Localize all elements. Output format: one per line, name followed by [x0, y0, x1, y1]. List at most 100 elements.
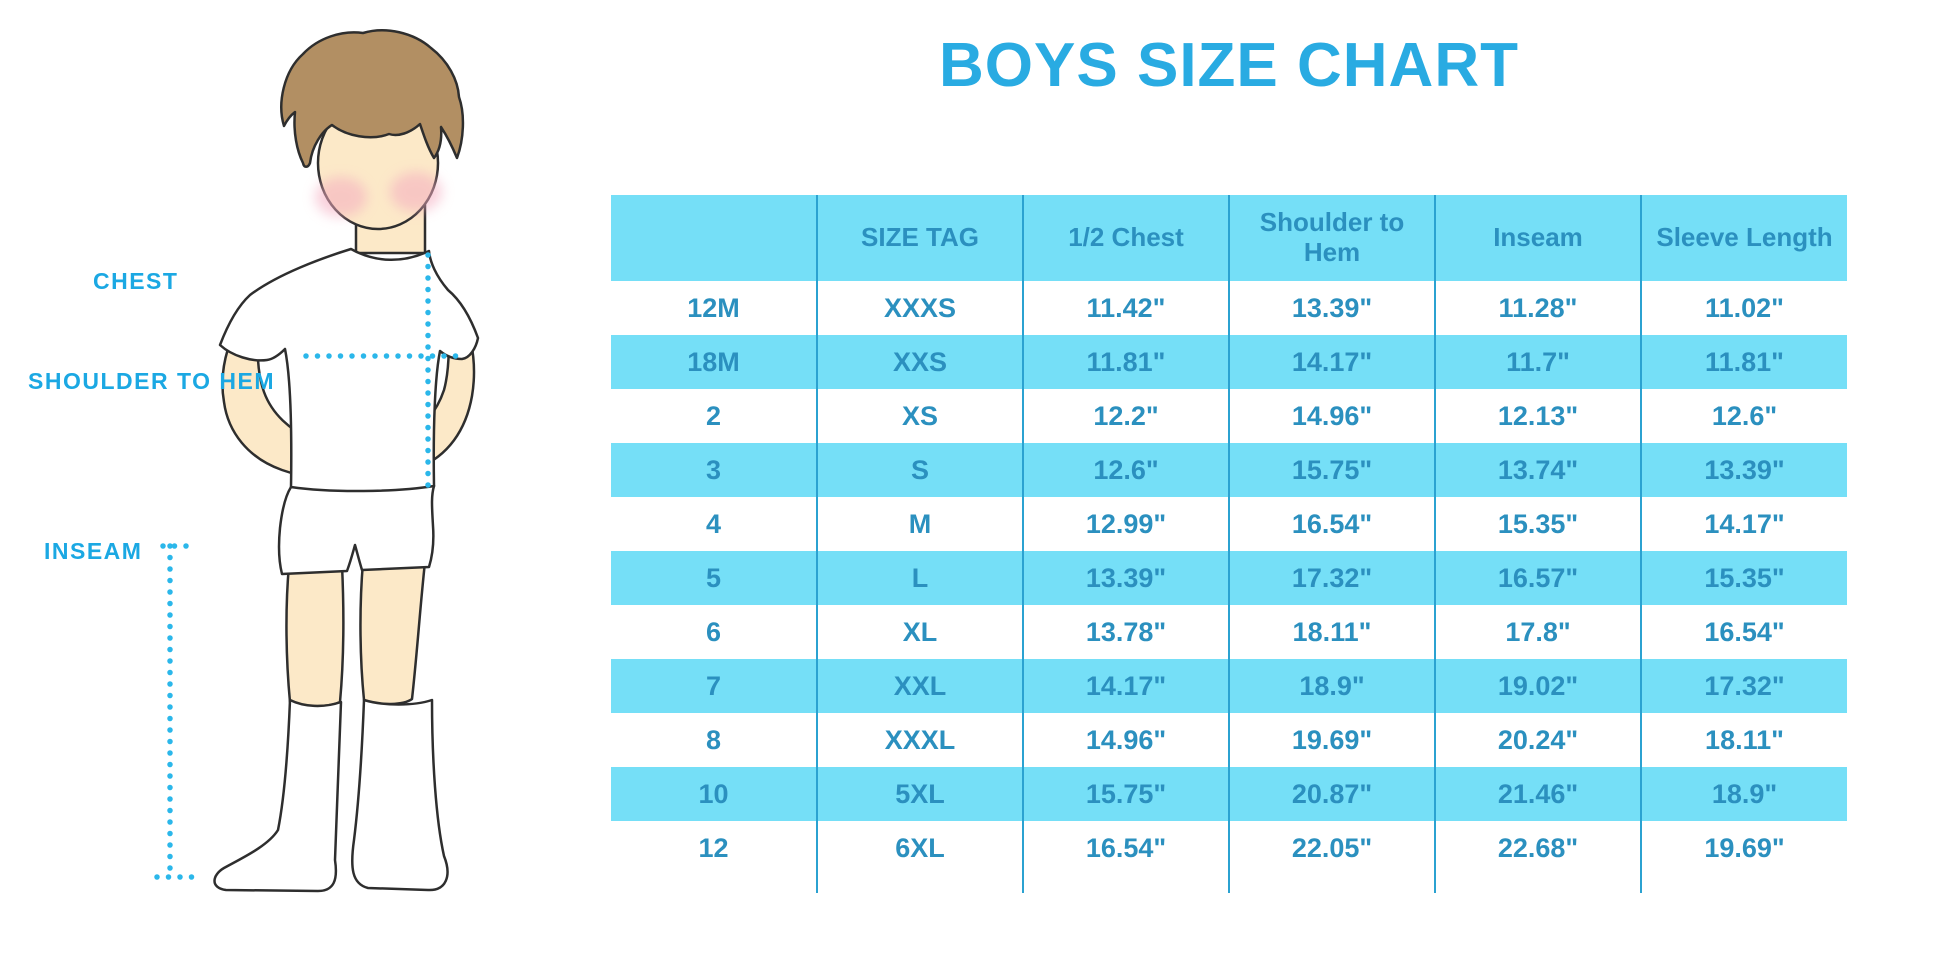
value-cell: 11.02"	[1640, 281, 1847, 335]
value-cell: 14.17"	[1640, 497, 1847, 551]
value-cell: 16.57"	[1434, 551, 1641, 605]
value-cell: 22.68"	[1434, 821, 1641, 875]
size-cell: 10	[698, 778, 729, 809]
value-cell: 11.28"	[1434, 281, 1641, 335]
value-cell: 17.32"	[1640, 659, 1847, 713]
value-cell: 21.46"	[1434, 767, 1641, 821]
value-cell: 13.78"	[1022, 605, 1229, 659]
value-cell: 19.02"	[1434, 659, 1641, 713]
value-cell: 11.81"	[1022, 335, 1229, 389]
boy-figure-svg	[154, 29, 480, 893]
value-cell: XXXL	[816, 713, 1023, 767]
value-cell: 19.69"	[1640, 821, 1847, 875]
column-header: 1/2 Chest	[1022, 195, 1229, 281]
boy-right-cheek	[390, 172, 442, 212]
column-header: Sleeve Length	[1640, 195, 1847, 281]
value-cell: 12.6"	[1640, 389, 1847, 443]
size-cell: 7	[705, 670, 722, 701]
size-cell: 6	[705, 616, 722, 647]
chest-label: CHEST	[93, 268, 179, 294]
boy-left-cheek	[315, 177, 367, 217]
value-cell: 14.17"	[1022, 659, 1229, 713]
boy-right-leg	[359, 560, 427, 706]
value-cell: 14.17"	[1228, 335, 1435, 389]
value-cell: 20.87"	[1228, 767, 1435, 821]
size-cell: 4	[705, 508, 722, 539]
value-cell: 15.75"	[1228, 443, 1435, 497]
value-cell: XS	[816, 389, 1023, 443]
value-cell: 13.74"	[1434, 443, 1641, 497]
size-table-divider-tail	[611, 875, 1847, 893]
value-cell: 13.39"	[1640, 443, 1847, 497]
column-header: Shoulder to Hem	[1228, 195, 1435, 281]
value-cell: 12.6"	[1022, 443, 1229, 497]
size-cell: 2	[705, 400, 722, 431]
inseam-label: INSEAM	[44, 538, 143, 564]
value-cell: XXL	[816, 659, 1023, 713]
size-table-body: 12M XXXS 11.42" 13.39" 11.28" 11.02" 18M XXS 11.…	[611, 281, 1847, 875]
value-cell: 11.7"	[1434, 335, 1641, 389]
value-cell: 14.96"	[1022, 713, 1229, 767]
value-cell: 18.9"	[1228, 659, 1435, 713]
divider-tail-cell	[1022, 875, 1229, 893]
divider-tail-cell	[1228, 875, 1435, 893]
table-row: 2 XS 12.2" 14.96" 12.13" 12.6"	[611, 389, 1847, 443]
value-cell: 12.99"	[1022, 497, 1229, 551]
size-cell: 12	[698, 832, 729, 863]
value-cell: 22.05"	[1228, 821, 1435, 875]
value-cell: 15.35"	[1434, 497, 1641, 551]
size-cell: 8	[705, 724, 722, 755]
divider-tail-cell	[1640, 875, 1847, 893]
value-cell: 12.13"	[1434, 389, 1641, 443]
value-cell: 5XL	[816, 767, 1023, 821]
value-cell: 6XL	[816, 821, 1023, 875]
page-title: BOYS SIZE CHART	[939, 31, 1519, 100]
value-cell: 17.32"	[1228, 551, 1435, 605]
value-cell: 15.35"	[1640, 551, 1847, 605]
value-cell: 13.39"	[1228, 281, 1435, 335]
value-cell: 18.11"	[1228, 605, 1435, 659]
table-row: 8 XXXL 14.96" 19.69" 20.24" 18.11"	[611, 713, 1847, 767]
column-header: SIZE TAG	[816, 195, 1023, 281]
value-cell: 11.42"	[1022, 281, 1229, 335]
value-cell: 11.81"	[1640, 335, 1847, 389]
boy-hair	[280, 29, 465, 168]
value-cell: 18.11"	[1640, 713, 1847, 767]
value-cell: 15.75"	[1022, 767, 1229, 821]
boy-left-sock	[213, 698, 343, 893]
size-table-header: SIZE TAG 1/2 Chest Shoulder to Hem Inseam Sl…	[611, 195, 1847, 281]
table-row: 5 L 13.39" 17.32" 16.57" 15.35"	[611, 551, 1847, 605]
column-header	[611, 195, 817, 281]
table-row: 12M XXXS 11.42" 13.39" 11.28" 11.02"	[611, 281, 1847, 335]
size-cell: 3	[705, 454, 722, 485]
divider-tail-cell	[816, 875, 1023, 893]
value-cell: 14.96"	[1228, 389, 1435, 443]
table-row: 12 6XL 16.54" 22.05" 22.68" 19.69"	[611, 821, 1847, 875]
divider-tail-cell	[611, 875, 817, 893]
value-cell: 20.24"	[1434, 713, 1641, 767]
size-cell: 18M	[687, 346, 740, 377]
size-cell: 5	[705, 562, 722, 593]
value-cell: XXS	[816, 335, 1023, 389]
table-row: 18M XXS 11.81" 14.17" 11.7" 11.81"	[611, 335, 1847, 389]
table-row: 7 XXL 14.17" 18.9" 19.02" 17.32"	[611, 659, 1847, 713]
table-row: 3 S 12.6" 15.75" 13.74" 13.39"	[611, 443, 1847, 497]
divider-tail-row	[611, 875, 1847, 893]
boy-tshirt	[218, 247, 480, 493]
boy-left-leg	[285, 563, 345, 708]
table-row: 4 M 12.99" 16.54" 15.35" 14.17"	[611, 497, 1847, 551]
size-cell: 12M	[687, 292, 740, 323]
value-cell: 19.69"	[1228, 713, 1435, 767]
value-cell: 16.54"	[1640, 605, 1847, 659]
column-header: Inseam	[1434, 195, 1641, 281]
shoulder-to-hem-label: SHOULDER TO HEM	[28, 368, 275, 394]
value-cell: S	[816, 443, 1023, 497]
size-table: SIZE TAG 1/2 Chest Shoulder to Hem Inseam Sl…	[611, 195, 1847, 893]
boy-illustration: CHEST SHOULDER TO HEM INSEAM	[0, 0, 500, 973]
table-row: 10 5XL 15.75" 20.87" 21.46" 18.9"	[611, 767, 1847, 821]
value-cell: L	[816, 551, 1023, 605]
boy-shorts	[277, 484, 436, 576]
value-cell: 12.2"	[1022, 389, 1229, 443]
value-cell: 17.8"	[1434, 605, 1641, 659]
